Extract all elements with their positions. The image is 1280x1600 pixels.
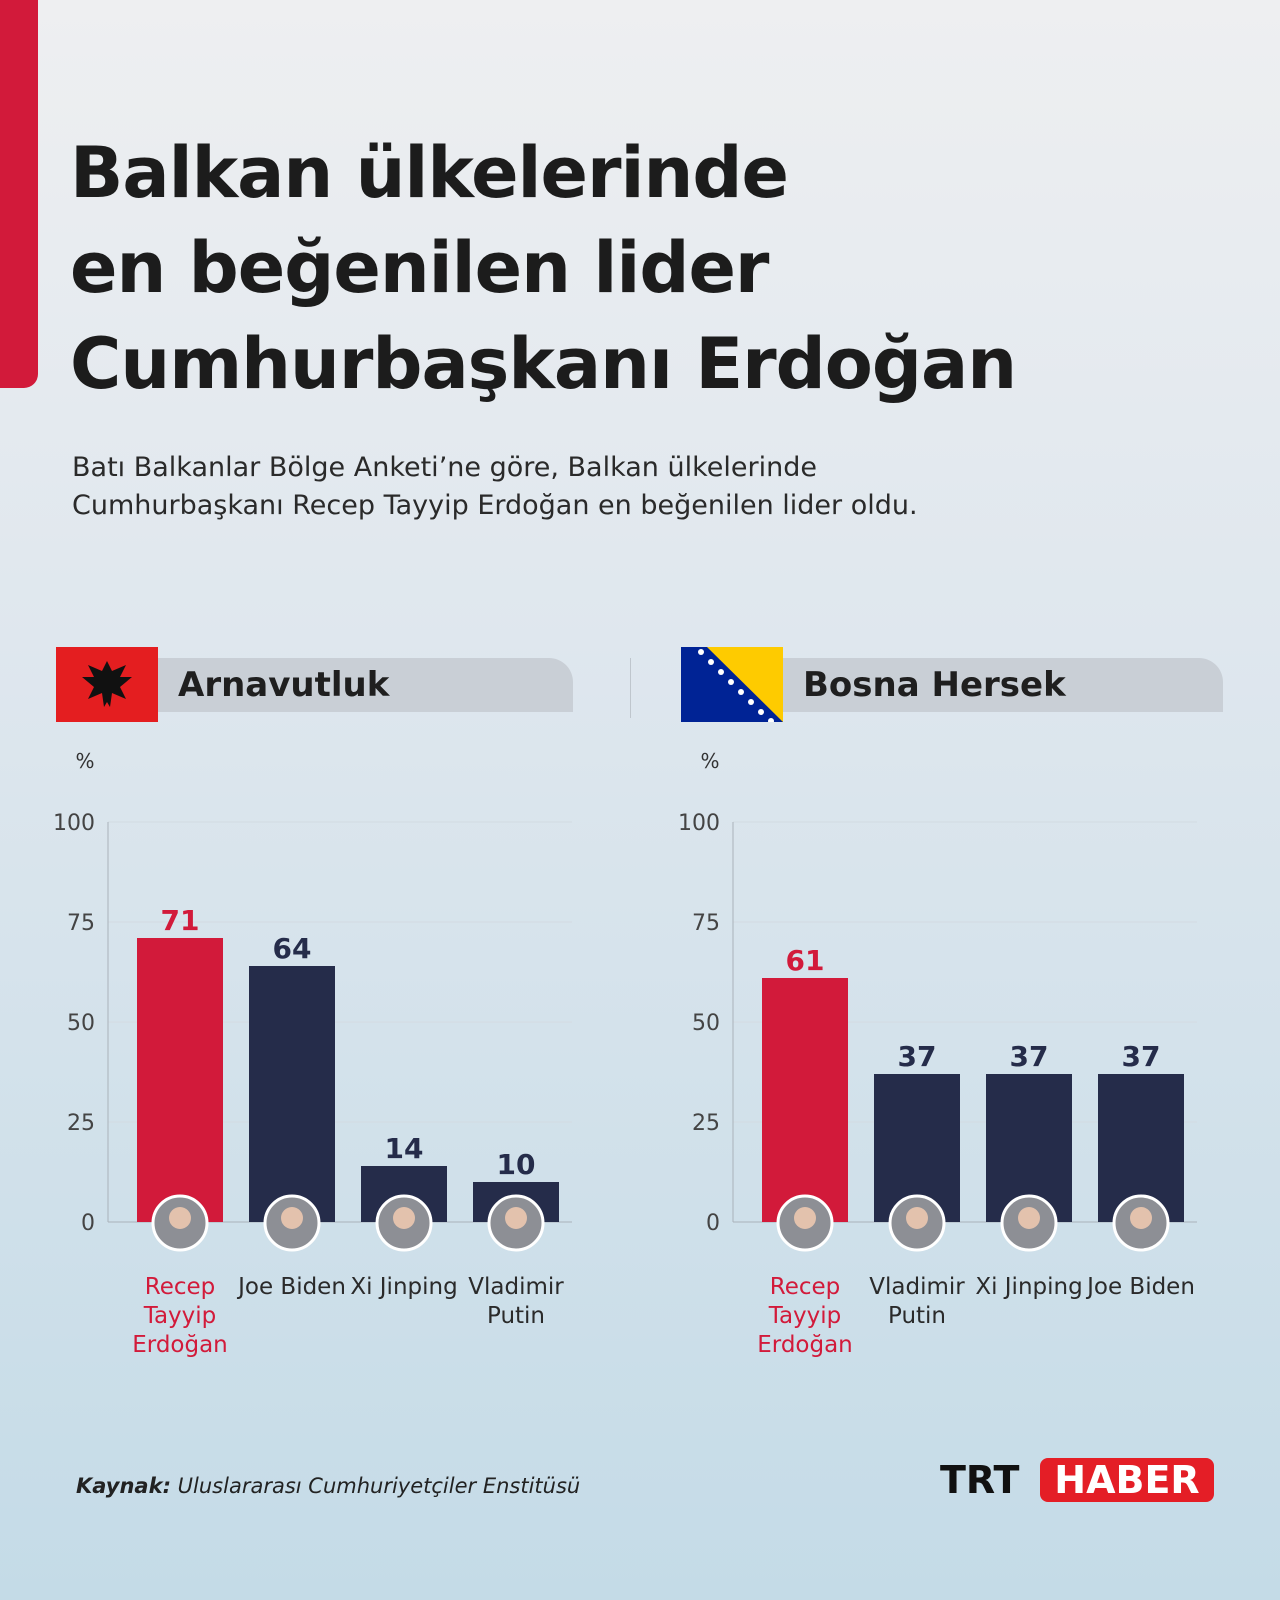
leader-photo-face: [393, 1207, 415, 1229]
value-label: 37: [1122, 1040, 1161, 1073]
y-tick-label: 75: [692, 911, 720, 936]
title-line: Cumhurbaşkanı Erdoğan: [70, 323, 1017, 405]
x-tick-label: Joe Biden: [238, 1274, 346, 1300]
y-tick-label: 25: [692, 1111, 720, 1136]
y-tick-label: 100: [678, 811, 720, 836]
header-pill: [783, 658, 1223, 712]
x-tick-label: Joe Biden: [1087, 1274, 1195, 1300]
leader-photo-face: [1018, 1207, 1040, 1229]
y-tick-label: 50: [692, 1011, 720, 1036]
subtitle-line: Cumhurbaşkanı Recep Tayyip Erdoğan en be…: [72, 490, 918, 521]
separator: [630, 658, 631, 718]
title-line: Balkan ülkelerinde: [70, 132, 789, 214]
source-text: Uluslararası Cumhuriyetçiler Enstitüsü: [177, 1474, 581, 1498]
value-label: 61: [786, 944, 825, 977]
y-axis-label: %: [700, 749, 719, 773]
leader-photo-face: [169, 1207, 191, 1229]
y-axis-label: %: [75, 749, 94, 773]
value-label: 14: [385, 1132, 424, 1165]
x-tick-label: Xi Jinping: [350, 1274, 458, 1300]
leader-photo-face: [281, 1207, 303, 1229]
chart-title: Arnavutluk: [178, 665, 390, 705]
bar: [249, 966, 335, 1222]
value-label: 37: [1010, 1040, 1049, 1073]
leader-photo-face: [906, 1207, 928, 1229]
subtitle-line: Batı Balkanlar Bölge Anketi’ne göre, Bal…: [72, 452, 817, 483]
header-pill: [158, 658, 573, 712]
leader-photo-face: [1130, 1207, 1152, 1229]
logo-haber: HABER: [1040, 1458, 1214, 1502]
y-tick-label: 25: [67, 1111, 95, 1136]
value-label: 64: [273, 932, 312, 965]
leader-photo-face: [505, 1207, 527, 1229]
y-tick-label: 100: [53, 811, 95, 836]
leader-photo-face: [794, 1207, 816, 1229]
value-label: 10: [497, 1148, 536, 1181]
value-label: 71: [161, 904, 200, 937]
accent-bar: [0, 0, 38, 388]
flag-bosnia: [681, 647, 783, 722]
bar: [137, 938, 223, 1222]
charts: % 0 25 50 75 100 71 64 14 10% 0 25 50 75 100 61 37 37 37: [53, 749, 1197, 1252]
x-tick-label: Recep Tayyip Erdoğan: [132, 1274, 228, 1358]
y-tick-label: 75: [67, 911, 95, 936]
x-tick-label: Recep Tayyip Erdoğan: [757, 1274, 853, 1358]
x-tick-label: Vladimir Putin: [869, 1274, 965, 1329]
bar: [762, 978, 848, 1222]
y-tick-label: 0: [81, 1211, 95, 1236]
value-label: 37: [898, 1040, 937, 1073]
chart-title: Bosna Hersek: [803, 665, 1066, 705]
y-tick-label: 0: [706, 1211, 720, 1236]
logo-trt: TRT: [940, 1458, 1020, 1502]
x-tick-label: Xi Jinping: [975, 1274, 1083, 1300]
source-label: Kaynak:: [76, 1474, 171, 1498]
title-line: en beğenilen lider: [70, 227, 769, 309]
source: Kaynak: Uluslararası Cumhuriyetçiler Ens…: [76, 1474, 580, 1498]
y-tick-label: 50: [67, 1011, 95, 1036]
x-tick-label: Vladimir Putin: [468, 1274, 564, 1329]
flag-albania: [56, 647, 158, 722]
